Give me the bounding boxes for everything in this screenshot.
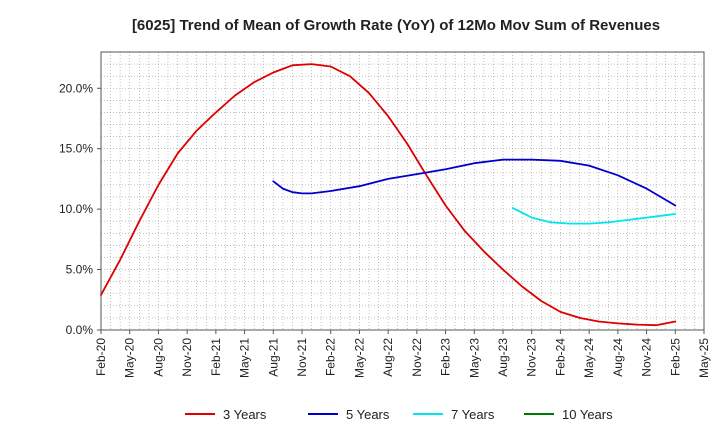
x-tick-label: Feb-24 (553, 338, 567, 376)
x-tick-label: Feb-22 (324, 338, 338, 376)
legend-label-10-years: 10 Years (562, 407, 613, 422)
x-tick-label: May-22 (352, 338, 366, 378)
grid (101, 51, 704, 330)
y-tick-label: 15.0% (59, 142, 93, 156)
legend-label-7-years: 7 Years (451, 407, 495, 422)
x-tick-label: Nov-21 (295, 338, 309, 377)
y-tick-label: 5.0% (66, 263, 94, 277)
series-line-3-years (100, 63, 677, 327)
x-tick-label: May-21 (238, 338, 252, 378)
x-tick-label: Nov-22 (410, 338, 424, 377)
x-tick-label: Nov-24 (640, 338, 654, 377)
x-tick-label: Aug-23 (496, 338, 510, 377)
x-tick-label: Feb-21 (209, 338, 223, 376)
x-tick-label: May-23 (467, 338, 481, 378)
x-tick-label: Aug-22 (381, 338, 395, 377)
x-tick-label: Feb-23 (439, 338, 453, 376)
x-tick-label: May-25 (697, 338, 711, 378)
x-tick-label: Feb-25 (668, 338, 682, 376)
series-line-7-years (511, 206, 677, 225)
series-lines (100, 63, 677, 327)
x-tick-label: May-24 (582, 338, 596, 378)
y-tick-label: 0.0% (66, 323, 94, 337)
chart-title: [6025] Trend of Mean of Growth Rate (YoY… (132, 17, 660, 34)
plot-area (100, 51, 705, 331)
legend-label-5-years: 5 Years (346, 407, 390, 422)
legend: 3 Years 5 Years 7 Years 10 Years (185, 407, 613, 422)
x-tick-label: Nov-23 (525, 338, 539, 377)
x-axis: Feb-20 May-20 Aug-20 Nov-20 Feb-21 May-21 Aug-… (94, 330, 711, 378)
series-line-5-years (272, 158, 677, 207)
y-tick-label: 10.0% (59, 202, 93, 216)
x-tick-label: Feb-20 (94, 338, 108, 376)
x-tick-label: May-20 (123, 338, 137, 378)
x-tick-label: Aug-24 (611, 338, 625, 377)
y-tick-label: 20.0% (59, 81, 93, 95)
x-tick-label: Aug-21 (266, 338, 280, 377)
x-tick-label: Aug-20 (151, 338, 165, 377)
x-tick-label: Nov-20 (180, 338, 194, 377)
legend-label-3-years: 3 Years (223, 407, 267, 422)
y-axis: 0.0% 5.0% 10.0% 15.0% 20.0% (59, 81, 101, 337)
